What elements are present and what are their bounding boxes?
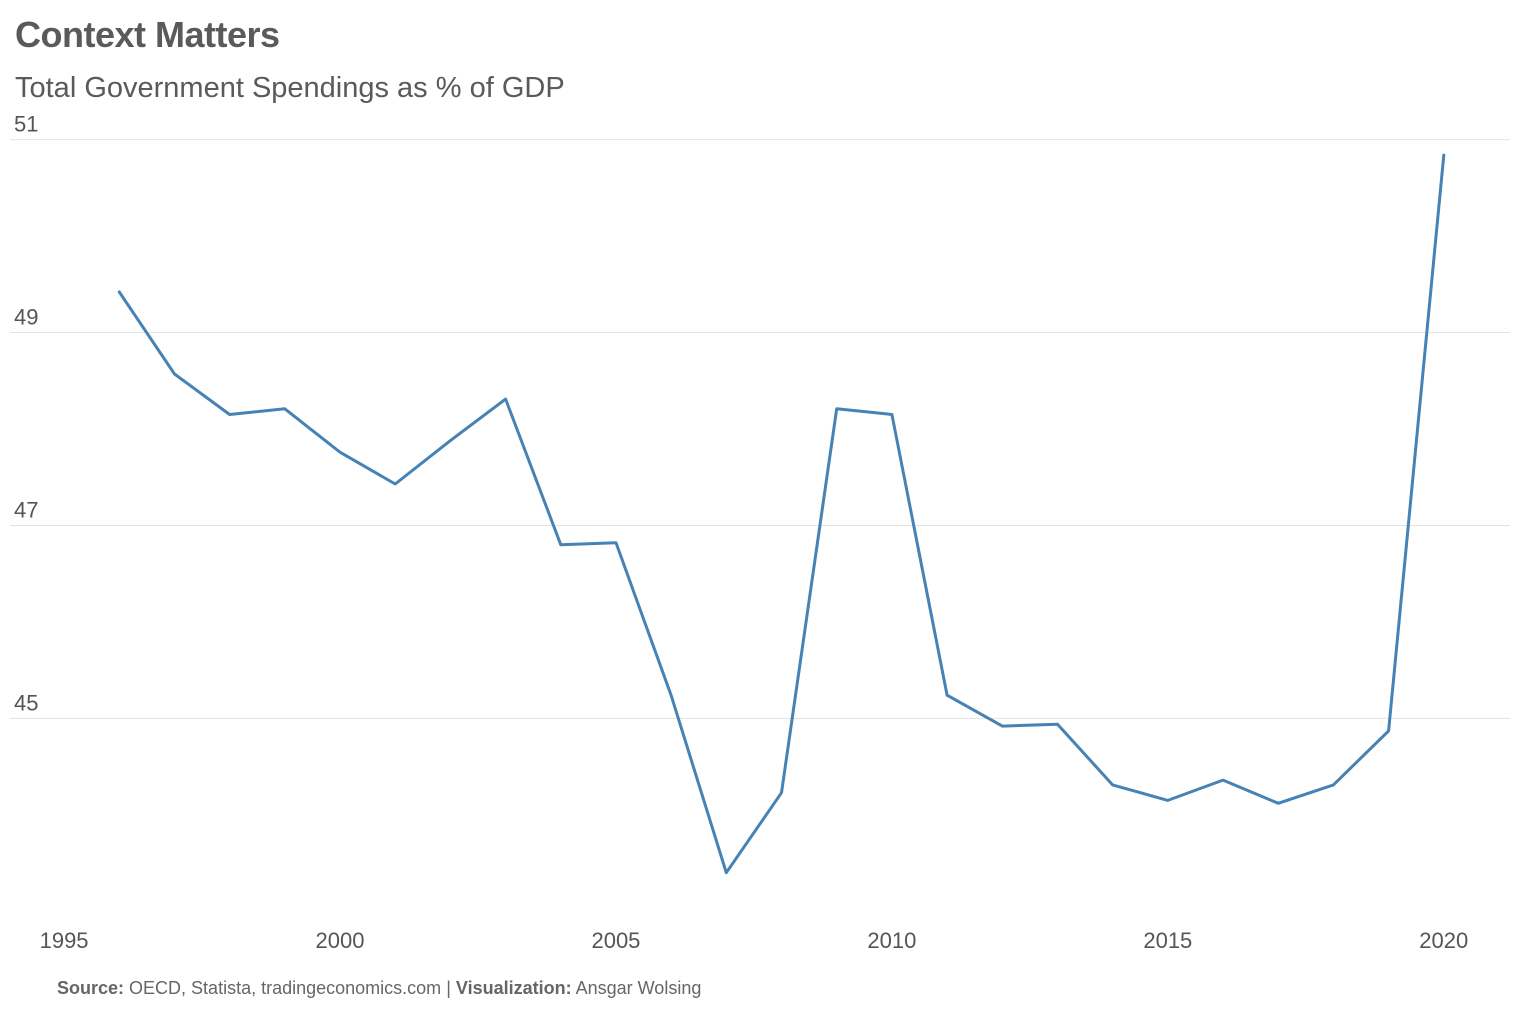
y-tick-label: 47 xyxy=(14,497,38,522)
x-tick-label: 2005 xyxy=(591,928,640,953)
x-tick-label: 2010 xyxy=(867,928,916,953)
gridlines xyxy=(10,139,1510,719)
x-tick-label: 1995 xyxy=(40,928,89,953)
caption-separator: | xyxy=(446,978,451,998)
series-lines xyxy=(117,153,1446,875)
visualization-label: Visualization: xyxy=(455,978,572,998)
series-line xyxy=(117,153,1446,875)
x-axis-tick-labels: 1995 2000 2005 2010 2015 2020 xyxy=(40,928,1469,953)
y-tick-label: 49 xyxy=(14,305,38,330)
source-label: Source: xyxy=(57,978,125,998)
source-text: OECD, Statista, tradingeconomics.com xyxy=(129,978,442,998)
x-tick-label: 2015 xyxy=(1143,928,1192,953)
source-caption: Source: OECD, Statista, tradingeconomics… xyxy=(57,978,701,999)
y-tick-label: 51 xyxy=(14,112,38,137)
chart-subtitle: Total Government Spendings as % of GDP xyxy=(15,72,565,104)
x-tick-label: 2020 xyxy=(1419,928,1468,953)
visualization-text: Ansgar Wolsing xyxy=(575,978,702,998)
y-axis-tick-labels: 45 47 49 51 xyxy=(14,112,38,716)
x-tick-label: 2000 xyxy=(316,928,365,953)
chart-title: Context Matters xyxy=(15,14,280,55)
y-tick-label: 45 xyxy=(14,690,38,715)
